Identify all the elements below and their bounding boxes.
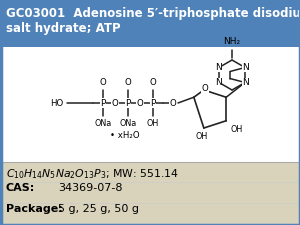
Text: • xH₂O: • xH₂O [110,131,140,140]
Text: OH: OH [147,119,159,128]
Text: CAS:: CAS: [6,183,35,193]
Text: N: N [243,63,249,72]
Text: P: P [150,99,156,108]
Text: O: O [201,84,208,93]
FancyBboxPatch shape [0,47,300,162]
Text: OH: OH [230,125,242,134]
Text: O: O [112,99,118,108]
Text: ONa: ONa [94,119,112,128]
Text: N: N [214,63,221,72]
Text: salt hydrate; ATP: salt hydrate; ATP [6,22,121,35]
Text: O: O [100,78,106,87]
Text: GC03001  Adenosine 5′-triphosphate disodium: GC03001 Adenosine 5′-triphosphate disodi… [6,7,300,20]
Text: HO: HO [50,99,63,108]
Text: ONa: ONa [119,119,136,128]
Text: O: O [150,78,156,87]
FancyBboxPatch shape [0,0,300,47]
Text: P: P [125,99,131,108]
Text: N: N [243,78,249,87]
FancyBboxPatch shape [0,162,300,225]
Text: O: O [169,99,176,108]
Text: 5 g, 25 g, 50 g: 5 g, 25 g, 50 g [58,204,139,214]
Text: O: O [136,99,143,108]
Text: P: P [100,99,106,108]
Text: O: O [124,78,131,87]
Text: $C_{10}H_{14}N_5Na_2O_{13}P_3$; MW: 551.14: $C_{10}H_{14}N_5Na_2O_{13}P_3$; MW: 551.… [6,167,179,181]
Text: NH₂: NH₂ [224,37,241,46]
Text: OH: OH [196,132,208,141]
Text: N: N [214,78,221,87]
Text: 34369-07-8: 34369-07-8 [58,183,122,193]
Text: Package:: Package: [6,204,63,214]
